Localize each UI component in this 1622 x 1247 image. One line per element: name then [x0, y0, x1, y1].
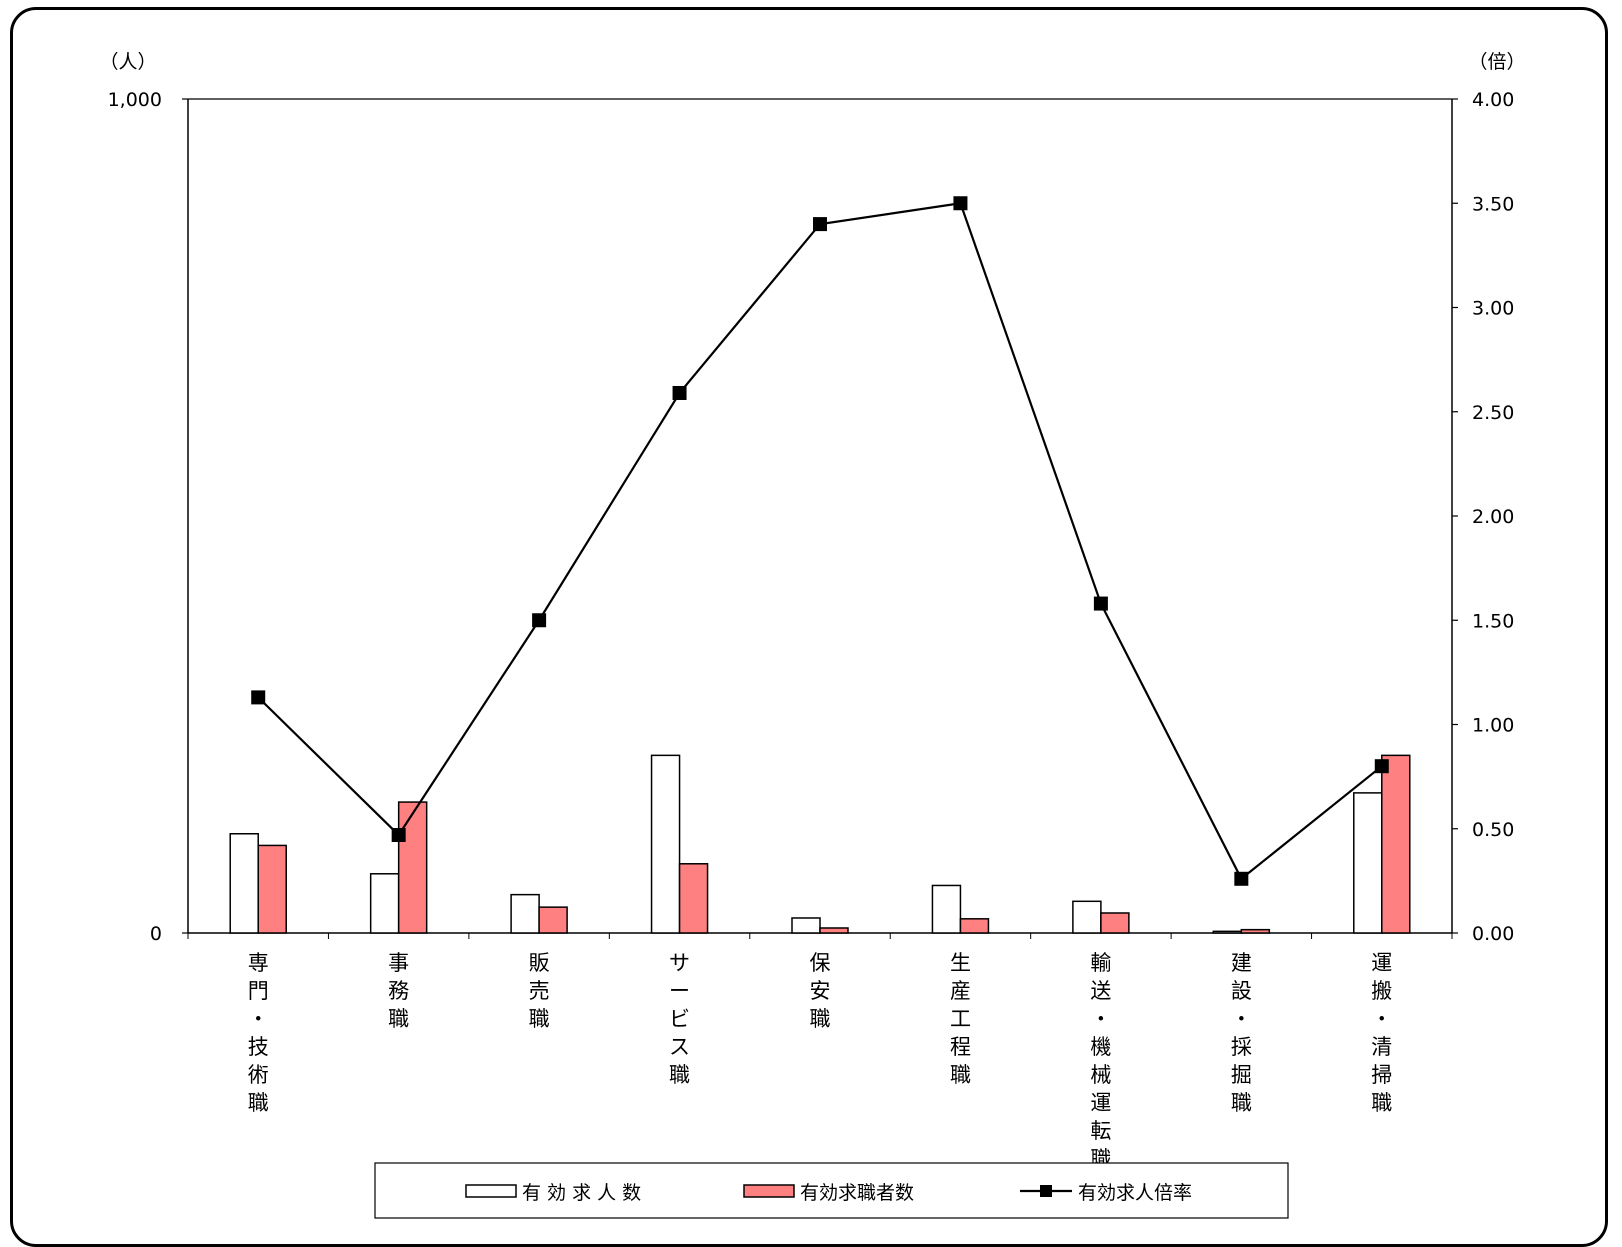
chart: 0 1,000 （人） 0.00 0.50 1.00 1.50 2.00 2.50 3.00 3.5…	[99, 51, 1526, 1219]
bar-job-openings	[369, 873, 400, 934]
bar-job-seekers	[1381, 754, 1411, 934]
legend-box	[374, 1162, 1289, 1219]
right-tick-label: 3.50	[1472, 193, 1514, 215]
ratio-marker	[672, 385, 687, 400]
ratio-polyline	[257, 202, 1383, 881]
bar-job-seekers	[819, 927, 849, 934]
axes: 0 1,000 （人） 0.00 0.50 1.00 1.50 2.00 2.50 3.00 3.5…	[99, 51, 1525, 945]
bar-job-seekers	[959, 918, 990, 934]
legend: 有 効 求 人 数 有効求職者数 有効求人倍率	[374, 1162, 1289, 1219]
bar-job-openings	[650, 754, 681, 934]
category-label: 専門・技術職	[248, 951, 269, 1115]
right-tick-label: 4.00	[1472, 89, 1514, 111]
legend-label-openings: 有 効 求 人 数	[522, 1182, 641, 1204]
right-tick-label: 0.00	[1472, 923, 1514, 945]
ratio-marker	[1234, 871, 1249, 886]
right-axis-unit: （倍）	[1468, 51, 1525, 73]
legend-swatch-seekers	[743, 1184, 795, 1198]
category-label: サービス職	[669, 951, 690, 1087]
legend-swatch-openings	[465, 1184, 517, 1198]
category-labels: 専門・技術職 事務職 販売職 サービス職 保安職 生産工程職 輸送・機械運転職 建設・採掘職 運…	[248, 951, 1393, 1171]
bar-job-seekers	[538, 906, 568, 934]
bar-job-seekers	[678, 863, 709, 934]
bar-job-seekers	[1240, 928, 1271, 934]
right-tick-label: 1.50	[1472, 610, 1514, 632]
legend-label-ratio: 有効求人倍率	[1078, 1182, 1192, 1204]
ratio-marker	[1374, 759, 1389, 774]
bar-job-seekers	[1100, 912, 1130, 934]
bar-job-openings	[229, 833, 259, 934]
left-tick-label: 1,000	[108, 89, 162, 111]
chart-frame	[10, 7, 1608, 1247]
right-tick-label: 3.00	[1472, 298, 1514, 320]
left-axis-unit: （人）	[99, 51, 156, 73]
ratio-marker	[251, 690, 266, 705]
legend-swatch-ratio-marker	[1040, 1185, 1052, 1197]
bar-job-openings	[1353, 792, 1383, 934]
bar-job-openings	[510, 893, 540, 934]
right-tick-label: 2.00	[1472, 506, 1514, 528]
ratio-marker	[953, 196, 968, 211]
bar-job-openings	[1212, 930, 1243, 934]
bar-job-seekers	[397, 801, 428, 934]
ratio-marker	[391, 828, 406, 843]
right-tick-label: 0.50	[1472, 819, 1514, 841]
legend-label-seekers: 有効求職者数	[800, 1182, 914, 1204]
ratio-marker	[532, 613, 547, 628]
ratio-marker	[813, 217, 827, 232]
ratio-line	[251, 196, 1389, 886]
bars	[229, 754, 1411, 934]
ratio-marker	[1093, 596, 1108, 611]
category-label: 生産工程職	[950, 951, 971, 1087]
bar-job-seekers	[257, 844, 287, 934]
left-tick-label: 0	[150, 923, 162, 945]
category-label: 運搬・清掃職	[1371, 951, 1392, 1115]
right-tick-label: 1.00	[1472, 715, 1514, 737]
category-label: 販売職	[529, 951, 550, 1031]
category-label: 輸送・機械運転職	[1090, 951, 1111, 1171]
category-label: 事務職	[388, 951, 409, 1031]
bar-job-openings	[1072, 900, 1102, 934]
category-label: 保安職	[810, 951, 831, 1031]
category-label: 建設・採掘職	[1231, 951, 1252, 1115]
bar-job-openings	[791, 917, 821, 934]
right-tick-label: 2.50	[1472, 402, 1514, 424]
bar-job-openings	[931, 884, 962, 934]
